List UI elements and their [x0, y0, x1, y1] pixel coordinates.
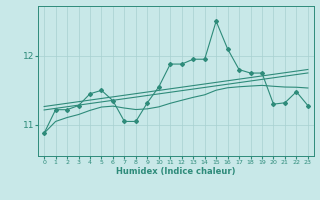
X-axis label: Humidex (Indice chaleur): Humidex (Indice chaleur) — [116, 167, 236, 176]
